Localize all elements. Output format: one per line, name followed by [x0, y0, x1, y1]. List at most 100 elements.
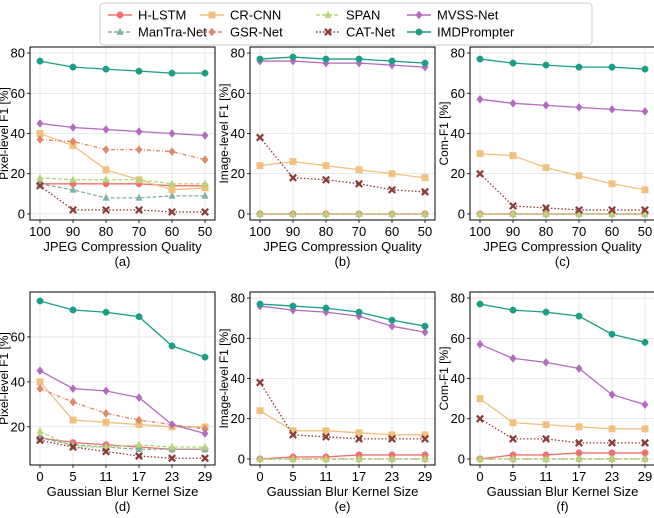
series-line: [479, 343, 646, 406]
marker-point: [36, 426, 44, 435]
panel-caption: (b): [335, 254, 351, 269]
marker-point: [421, 434, 429, 443]
marker-point: [135, 444, 143, 453]
marker-point: [542, 308, 550, 316]
y-tick-label: 40: [11, 374, 25, 389]
y-tick-label: 20: [451, 166, 465, 181]
marker-point: [542, 61, 550, 69]
x-tick-label: 90: [66, 224, 80, 239]
marker-point: [509, 353, 517, 363]
marker-point: [388, 316, 396, 324]
marker-point: [168, 129, 176, 138]
marker-point: [256, 300, 264, 308]
y-axis-label: Pixel-level F1 [%]: [0, 87, 11, 180]
marker-point: [135, 145, 143, 154]
x-tick-label: 5: [509, 469, 516, 484]
series-line: [259, 382, 425, 440]
marker-point: [608, 390, 616, 399]
panel-caption: (d): [115, 499, 131, 514]
series-line: [259, 56, 426, 64]
marker-point: [201, 454, 209, 463]
marker-point: [36, 378, 44, 386]
panel-caption: (c): [555, 254, 570, 269]
marker-point: [509, 201, 517, 210]
legend-label: CR-CNN: [230, 8, 281, 23]
y-tick-label: 20: [11, 419, 25, 434]
marker-point: [135, 452, 143, 460]
marker-point: [608, 454, 616, 462]
marker-point: [36, 173, 44, 181]
marker-point: [256, 407, 264, 415]
x-tick-label: 50: [418, 224, 432, 239]
marker-point: [256, 209, 264, 217]
marker-point: [36, 181, 44, 190]
series-line: [39, 183, 205, 199]
series-line: [259, 303, 426, 327]
marker-point: [102, 442, 110, 450]
series-span: [256, 209, 429, 217]
series-line: [39, 122, 206, 137]
marker-point: [509, 419, 517, 427]
marker-point: [102, 418, 110, 426]
marker-point: [608, 209, 616, 217]
marker-legend: [208, 27, 216, 37]
y-tick-label: 60: [231, 86, 245, 101]
marker-point: [575, 423, 583, 431]
marker-point: [102, 65, 110, 73]
marker-point: [608, 425, 616, 433]
marker-point: [608, 104, 616, 114]
marker-point: [102, 386, 110, 396]
x-tick-label: 100: [249, 224, 271, 239]
marker-point: [201, 69, 209, 77]
marker-point: [69, 123, 77, 132]
series-line: [259, 454, 425, 460]
marker-point: [256, 454, 264, 462]
x-axis-label: JPEG Compression Quality: [483, 239, 642, 254]
x-tick-label: 70: [352, 224, 366, 239]
marker-point: [641, 438, 649, 447]
marker-point: [476, 55, 484, 63]
marker-point: [641, 209, 649, 217]
legend-item-gsr-net: GSR-Net: [200, 25, 283, 40]
marker-point: [135, 415, 143, 425]
marker-point: [641, 454, 649, 462]
marker-point: [36, 297, 44, 305]
marker-point: [421, 322, 429, 330]
marker-point: [476, 169, 484, 178]
marker-point: [509, 454, 517, 462]
marker-point: [289, 302, 297, 310]
marker-point: [421, 209, 429, 217]
marker-point: [575, 364, 583, 373]
x-tick-label: 70: [132, 224, 146, 239]
y-axis-label: Image-level F1 [%]: [217, 83, 231, 183]
panel-caption: (a): [115, 254, 131, 269]
marker-point: [509, 98, 517, 108]
x-tick-label: 80: [539, 224, 553, 239]
marker-point: [476, 454, 484, 462]
marker-point: [201, 207, 209, 216]
marker-point: [135, 175, 143, 183]
marker-point: [36, 384, 44, 394]
x-tick-label: 90: [506, 224, 520, 239]
marker-point: [608, 330, 616, 338]
marker-point: [102, 205, 110, 214]
marker-point: [322, 432, 330, 441]
marker-point: [69, 443, 77, 452]
marker-point: [641, 338, 649, 346]
marker-point: [575, 102, 583, 112]
y-tick-label: 40: [231, 126, 245, 141]
series-line: [259, 137, 426, 193]
y-tick-label: 20: [231, 411, 245, 426]
marker-point: [641, 400, 649, 410]
marker-point: [641, 106, 649, 116]
y-tick-label: 80: [451, 291, 465, 306]
series-span: [36, 173, 209, 187]
y-tick-label: 60: [451, 331, 465, 346]
marker-point: [36, 436, 44, 445]
marker-point: [542, 434, 550, 443]
series-line: [39, 437, 205, 450]
